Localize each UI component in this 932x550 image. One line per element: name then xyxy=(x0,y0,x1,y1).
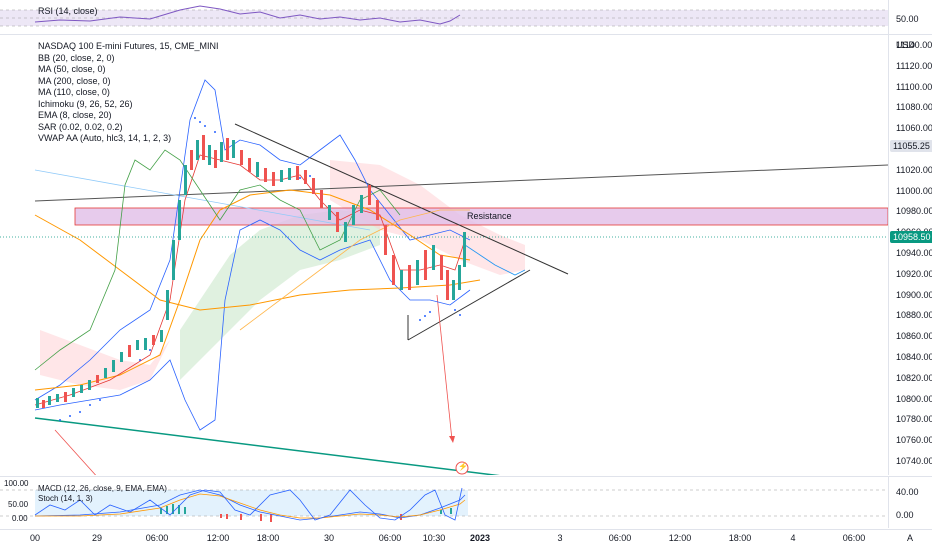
ma-50-line xyxy=(34,189,471,391)
price-tick: 10760.00 xyxy=(896,435,932,446)
time-label: 10:30 xyxy=(422,533,446,543)
oscillator-plot xyxy=(0,487,888,522)
oscillator-axis[interactable]: 40.00 0.00 xyxy=(888,477,932,528)
red-arrow-line xyxy=(54,429,97,475)
projection-arrow xyxy=(436,294,453,441)
price-tick: 10900.00 xyxy=(896,289,932,300)
legend-ma200[interactable]: MA (200, close, 0) xyxy=(38,75,111,86)
legend-ma50[interactable]: MA (50, close, 0) xyxy=(38,64,106,74)
price-tick: 10820.00 xyxy=(896,372,932,383)
legend-vwap[interactable]: VWAP AA (Auto, hlc3, 14, 1, 2, 3) xyxy=(38,133,172,143)
price-tick: 10840.00 xyxy=(896,352,932,362)
rising-trend-line xyxy=(34,164,888,202)
stoch-legend[interactable]: Stoch (14, 1, 3) xyxy=(38,494,93,503)
time-label: 3 xyxy=(557,533,563,543)
bollinger-lower xyxy=(34,219,471,431)
resistance-zone xyxy=(74,207,888,226)
legend-bb[interactable]: BB (20, close, 2, 0) xyxy=(38,52,115,63)
time-label: 2023 xyxy=(469,533,491,543)
left-tick-50: 50.00 xyxy=(8,500,29,509)
legend-ma110[interactable]: MA (110, close, 0) xyxy=(38,87,110,97)
main-chart-pane[interactable]: NASDAQ 100 E-mini Futures, 15, CME_MINI … xyxy=(0,35,888,475)
osc-tick-40: 40.00 xyxy=(896,487,919,497)
price-axis[interactable]: USD 11140.00 11120.00 11100.00 11080.00 1106… xyxy=(888,35,932,475)
auto-scale-button[interactable]: A xyxy=(907,533,914,543)
osc-tick-0: 0.00 xyxy=(896,510,914,520)
pane-divider[interactable] xyxy=(0,34,932,35)
price-tick: 11140.00 xyxy=(896,40,932,50)
price-tick: 11120.00 xyxy=(896,60,932,71)
pane-divider[interactable] xyxy=(0,476,932,477)
stoch-k-line xyxy=(34,487,463,521)
time-label: 06:00 xyxy=(842,533,866,543)
currency-label: USD xyxy=(896,40,916,50)
time-label: 12:00 xyxy=(668,533,692,543)
time-label: 06:00 xyxy=(608,533,632,543)
macd-legend[interactable]: MACD (12, 26, close, 9, EMA, EMA) xyxy=(38,484,167,493)
left-tick-100: 100.00 xyxy=(4,479,29,488)
price-tick: 10780.00 xyxy=(896,414,932,425)
rsi-plot xyxy=(0,5,888,27)
alert-marker xyxy=(455,461,469,475)
projection-arrow-head xyxy=(449,436,455,443)
ma-200-line xyxy=(34,214,481,311)
ichimoku-lagging xyxy=(34,149,401,371)
rsi-pane[interactable]: RSI (14, close) xyxy=(0,0,888,34)
rsi-axis[interactable]: 50.00 xyxy=(888,0,932,34)
level-price-tag: 11055.25 xyxy=(890,140,932,152)
price-tick: 10940.00 xyxy=(896,248,932,258)
legend-ichimoku[interactable]: Ichimoku (9, 26, 52, 26) xyxy=(38,98,133,109)
bollinger-upper xyxy=(34,79,471,401)
price-tick: 11100.00 xyxy=(896,81,932,92)
sar-dots xyxy=(59,117,461,421)
time-label: 12:00 xyxy=(206,533,230,543)
lightning-icon[interactable]: ⚡ xyxy=(458,462,468,471)
time-label: 18:00 xyxy=(256,533,280,543)
ichimoku-cloud-bull xyxy=(180,210,380,380)
time-label: 06:00 xyxy=(145,533,169,543)
time-label: 4 xyxy=(790,533,796,543)
price-tick: 10920.00 xyxy=(896,268,932,279)
time-label: 30 xyxy=(323,533,335,543)
rsi-legend: RSI (14, close) xyxy=(38,6,98,16)
symbol-title[interactable]: NASDAQ 100 E-mini Futures, 15, CME_MINI xyxy=(38,41,219,51)
stoch-band xyxy=(35,490,468,516)
legend-sar[interactable]: SAR (0.02, 0.02, 0.2) xyxy=(38,121,123,132)
price-tick: 11000.00 xyxy=(896,185,932,196)
price-tick: 10860.00 xyxy=(896,331,932,342)
triangle-pattern xyxy=(234,123,569,275)
vwap-line xyxy=(239,209,470,331)
last-price-tag: 10958.50 xyxy=(890,231,932,243)
ichimoku-projection xyxy=(464,244,526,276)
price-tick: 11080.00 xyxy=(896,102,932,113)
price-tick: 11060.00 xyxy=(896,123,932,134)
time-label: 00 xyxy=(29,533,41,543)
faint-trend-line xyxy=(34,169,371,231)
triangle-pattern-bottom xyxy=(407,269,531,341)
main-plot xyxy=(0,79,888,475)
oscillator-pane[interactable]: MACD (12, 26, close, 9, EMA, EMA) Stoch … xyxy=(0,477,888,528)
price-tick: 10880.00 xyxy=(896,310,932,321)
signal-line xyxy=(35,493,466,519)
rsi-level-label: 50.00 xyxy=(896,14,919,24)
chart-legend: NASDAQ 100 E-mini Futures, 15, CME_MINI … xyxy=(38,41,219,145)
left-tick-0: 0.00 xyxy=(12,514,28,523)
time-label: 29 xyxy=(91,533,103,543)
resistance-label: Resistance xyxy=(467,211,512,221)
price-tick: 11020.00 xyxy=(896,164,932,175)
time-label: 18:00 xyxy=(728,533,752,543)
time-label: 06:00 xyxy=(378,533,402,543)
candlesticks xyxy=(36,135,466,408)
time-axis-divider xyxy=(0,529,932,530)
price-tick: 10740.00 xyxy=(896,456,932,466)
lower-green-trend-line xyxy=(34,417,500,475)
price-tick: 10980.00 xyxy=(896,206,932,217)
legend-ema[interactable]: EMA (8, close, 20) xyxy=(38,110,112,120)
rsi-line xyxy=(34,5,461,25)
price-tick: 10800.00 xyxy=(896,393,932,404)
